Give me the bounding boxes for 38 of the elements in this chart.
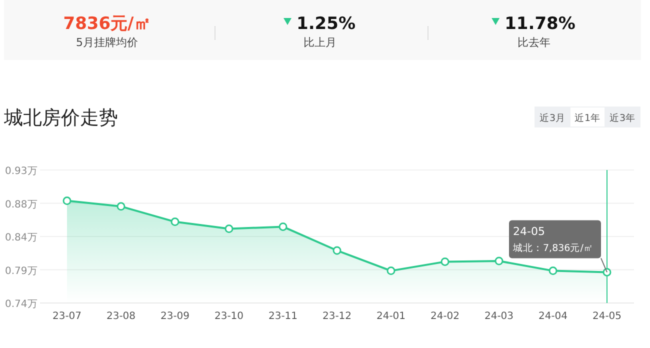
text: 近3月	[539, 112, 566, 124]
x-tick-label: 23-10	[214, 311, 244, 322]
text: 近3年	[609, 112, 636, 124]
text: 比去年	[518, 36, 550, 49]
x-tick-label: 23-09	[160, 311, 190, 322]
text: 1.25%	[296, 14, 356, 34]
text: 5月挂牌均价	[76, 36, 138, 49]
point	[494, 256, 504, 266]
annotation: 24-05 城北：7,836元/㎡	[512, 225, 594, 254]
point	[278, 222, 288, 231]
text: 近1年	[574, 112, 601, 124]
x-tick-label: 23-12	[322, 311, 352, 322]
point	[170, 218, 180, 226]
text: 11.78%	[504, 14, 576, 34]
text: 比上月	[304, 36, 336, 49]
x-tick-label: 23-07	[52, 311, 82, 322]
x-tick-label: 24-04	[538, 311, 568, 322]
text: 7836元/㎡	[63, 14, 151, 34]
point	[62, 196, 72, 206]
point	[116, 202, 126, 211]
y-tick-label: 0.74万	[5, 299, 38, 310]
y-tick-label: 0.79万	[5, 266, 38, 277]
point	[332, 246, 342, 255]
point	[440, 257, 450, 266]
x-tick-label: 23-08	[106, 311, 136, 322]
x-tick-label: 23-11	[268, 311, 298, 322]
point	[602, 268, 612, 276]
chart-title: 城北房价走势	[3, 107, 118, 129]
x-tick-label: 24-01	[376, 311, 406, 322]
point	[548, 266, 558, 276]
y-tick-label: 0.84万	[5, 232, 38, 244]
x-tick-label: 24-05	[592, 311, 622, 322]
y-tick-label: 0.93万	[5, 166, 38, 177]
point	[386, 266, 396, 276]
point	[224, 224, 234, 234]
x-tick-label: 24-02	[430, 311, 460, 322]
y-tick-label: 0.88万	[5, 199, 38, 210]
x-tick-label: 24-03	[484, 311, 514, 322]
